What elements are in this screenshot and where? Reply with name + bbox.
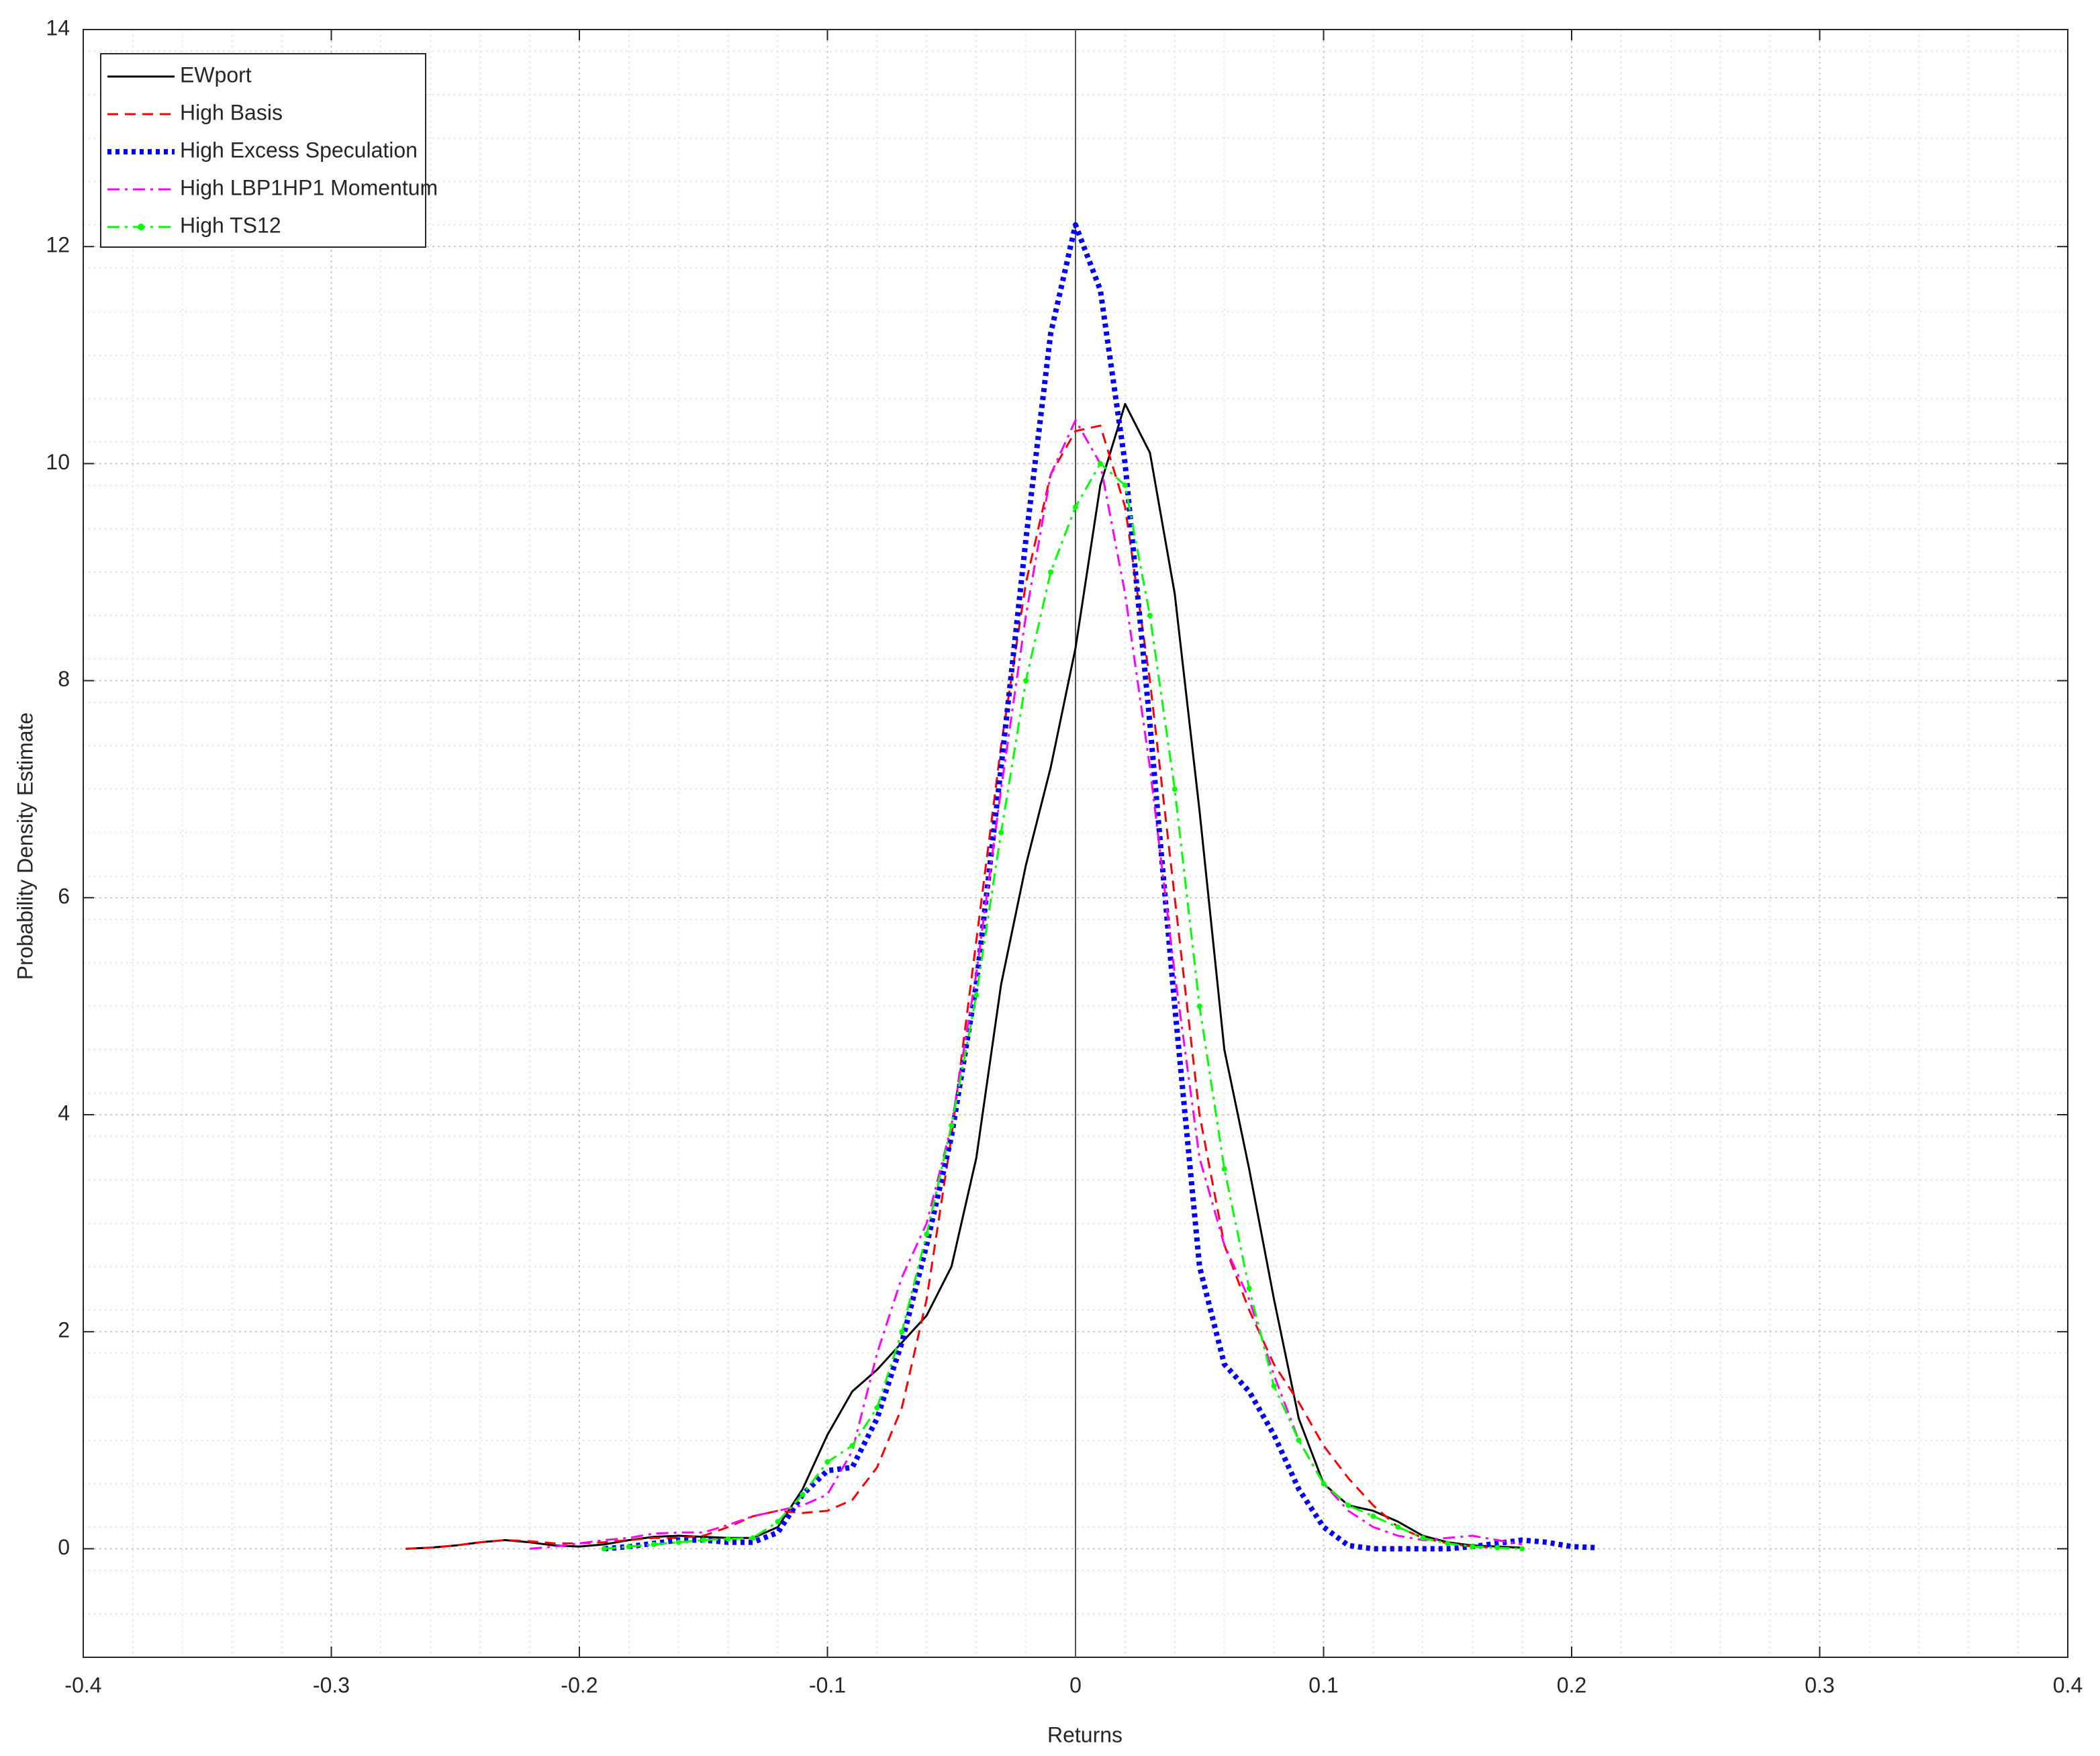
x-tick-label: 0.4 xyxy=(2053,1673,2083,1697)
series-marker xyxy=(1122,482,1128,488)
series-marker xyxy=(1196,1003,1202,1009)
series-marker xyxy=(973,992,980,999)
y-axis-label: Probability Density Estimate xyxy=(13,712,37,980)
y-tick-label: 10 xyxy=(46,450,70,474)
series-marker xyxy=(1023,678,1029,684)
x-axis-label: Returns xyxy=(1047,1722,1123,1747)
series-marker xyxy=(725,1536,731,1542)
legend-label: High TS12 xyxy=(180,213,281,237)
series-marker xyxy=(899,1329,905,1335)
series-marker xyxy=(1370,1513,1376,1519)
x-tick-label: -0.4 xyxy=(64,1673,101,1697)
series-marker xyxy=(949,1123,955,1129)
legend: EWport High Basis High Excess Speculation H… xyxy=(100,53,438,248)
series-marker xyxy=(1172,786,1178,792)
x-tick-label: 0.1 xyxy=(1308,1673,1338,1697)
series-marker xyxy=(675,1539,681,1545)
series-line xyxy=(529,419,1523,1550)
series-marker xyxy=(1321,1481,1327,1487)
series-marker xyxy=(1048,569,1054,575)
legend-marker xyxy=(138,224,144,230)
series-marker xyxy=(1296,1437,1302,1443)
x-tick-label: 0 xyxy=(1069,1673,1082,1697)
series-marker xyxy=(1097,461,1103,467)
y-tick-label: 14 xyxy=(46,15,70,40)
series-marker xyxy=(824,1459,830,1465)
x-tick-label: -0.1 xyxy=(809,1673,846,1697)
series-marker xyxy=(1345,1502,1351,1508)
series-marker xyxy=(1147,612,1153,618)
legend-label: EWport xyxy=(180,62,252,87)
series-marker xyxy=(1246,1285,1252,1291)
series-marker xyxy=(1470,1544,1476,1550)
series-marker xyxy=(1445,1540,1451,1546)
series-line xyxy=(405,424,1498,1550)
legend-label: High Basis xyxy=(180,100,283,124)
series-marker xyxy=(750,1535,756,1541)
series-line xyxy=(604,462,1523,1550)
legend-box xyxy=(100,53,426,248)
y-tick-label: 2 xyxy=(58,1318,70,1342)
series-marker xyxy=(998,829,1004,835)
y-tick-label: 8 xyxy=(58,667,70,691)
series-marker xyxy=(1519,1546,1525,1552)
series-marker xyxy=(849,1442,855,1448)
x-tick-label: -0.3 xyxy=(313,1673,350,1697)
series-marker xyxy=(626,1544,632,1550)
series-marker xyxy=(700,1537,706,1543)
series-marker xyxy=(1271,1383,1277,1389)
series-line xyxy=(405,403,1523,1550)
series-marker xyxy=(1073,504,1078,510)
series-marker xyxy=(775,1519,781,1524)
y-tick-label: 6 xyxy=(58,884,70,908)
series-marker xyxy=(1221,1166,1227,1172)
x-tick-label: -0.2 xyxy=(561,1673,598,1697)
series-marker xyxy=(800,1491,806,1497)
series-line xyxy=(604,222,1597,1552)
x-tick-label: 0.2 xyxy=(1557,1673,1586,1697)
series-marker xyxy=(924,1231,930,1237)
y-tick-label: 0 xyxy=(58,1535,70,1559)
series-marker xyxy=(1494,1544,1500,1551)
x-tick-label: 0.3 xyxy=(1805,1673,1834,1697)
series-marker xyxy=(1420,1535,1426,1541)
legend-label: High LBP1HP1 Momentum xyxy=(180,175,438,199)
series-marker xyxy=(601,1546,607,1552)
legend-label: High Excess Speculation xyxy=(180,138,418,162)
y-tick-label: 4 xyxy=(58,1101,70,1125)
y-tick-label: 12 xyxy=(46,233,70,257)
series-marker xyxy=(874,1405,880,1411)
series-marker xyxy=(1395,1524,1401,1530)
series-marker xyxy=(651,1541,657,1547)
